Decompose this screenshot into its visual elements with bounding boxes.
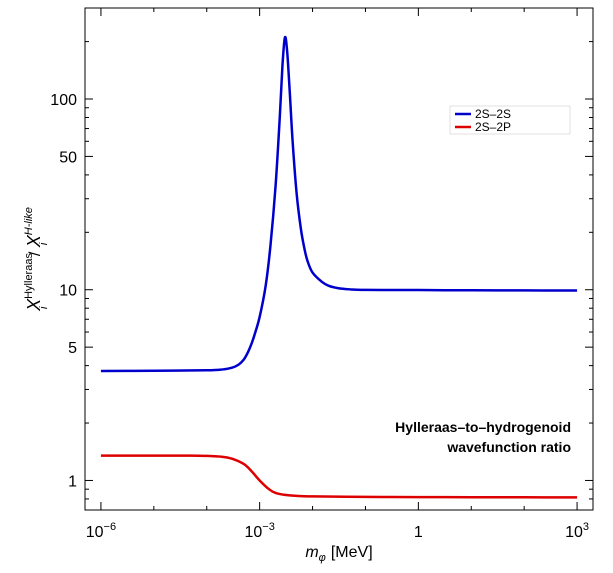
x-tick-label: 1 [414, 524, 423, 541]
legend: 2S–2S 2S–2P [449, 105, 571, 135]
legend-label-2s-2s: 2S–2S [475, 107, 511, 121]
legend-label-2s-2p: 2S–2P [475, 120, 511, 134]
x-axis-unit: [MeV] [331, 544, 373, 561]
x-tick-label: 10−3 [244, 521, 274, 541]
y-tick-label: 50 [59, 149, 77, 166]
x-tick-label-base: 1 [414, 524, 423, 541]
x-axis-symbol: m [305, 544, 318, 561]
y-axis-num-sub: i [38, 306, 50, 309]
x-tick-label-base: 10 [565, 524, 583, 541]
y-axis-num-sup: Hylleraas [23, 253, 35, 299]
x-tick-label-exp: −6 [104, 521, 117, 533]
plot-frame [84, 7, 594, 511]
x-tick-label-exp: −3 [262, 521, 275, 533]
y-axis-den-sup: H-like [23, 207, 35, 235]
x-axis-subscript: φ [319, 552, 326, 564]
x-tick-label-base: 10 [86, 524, 104, 541]
y-tick-label: 100 [50, 92, 77, 109]
x-tick-label: 103 [565, 521, 589, 541]
x-tick-label-base: 10 [244, 524, 262, 541]
y-axis-separator: / [27, 247, 44, 260]
y-tick-label: 10 [59, 283, 77, 300]
x-tick-label: 10−6 [86, 521, 116, 541]
legend-box [449, 105, 571, 135]
y-tick-label: 1 [68, 473, 77, 490]
x-tick-label-exp: 3 [583, 521, 589, 533]
annotation-line-1: Hylleraas–to–hydrogenoid [395, 419, 571, 435]
annotation-line-2: wavefunction ratio [446, 439, 571, 455]
x-axis-label: mφ [MeV] [305, 544, 372, 564]
y-axis-label: XHylleraasi / XH-likei [23, 207, 50, 312]
y-axis-num-base: X [24, 298, 44, 312]
series-line-1 [100, 454, 578, 499]
y-axis-den-base: X [24, 234, 44, 248]
y-axis-den-sub: i [38, 242, 50, 245]
series-layer [100, 35, 578, 499]
series-line-0 [100, 35, 578, 373]
y-tick-label: 5 [68, 340, 77, 357]
